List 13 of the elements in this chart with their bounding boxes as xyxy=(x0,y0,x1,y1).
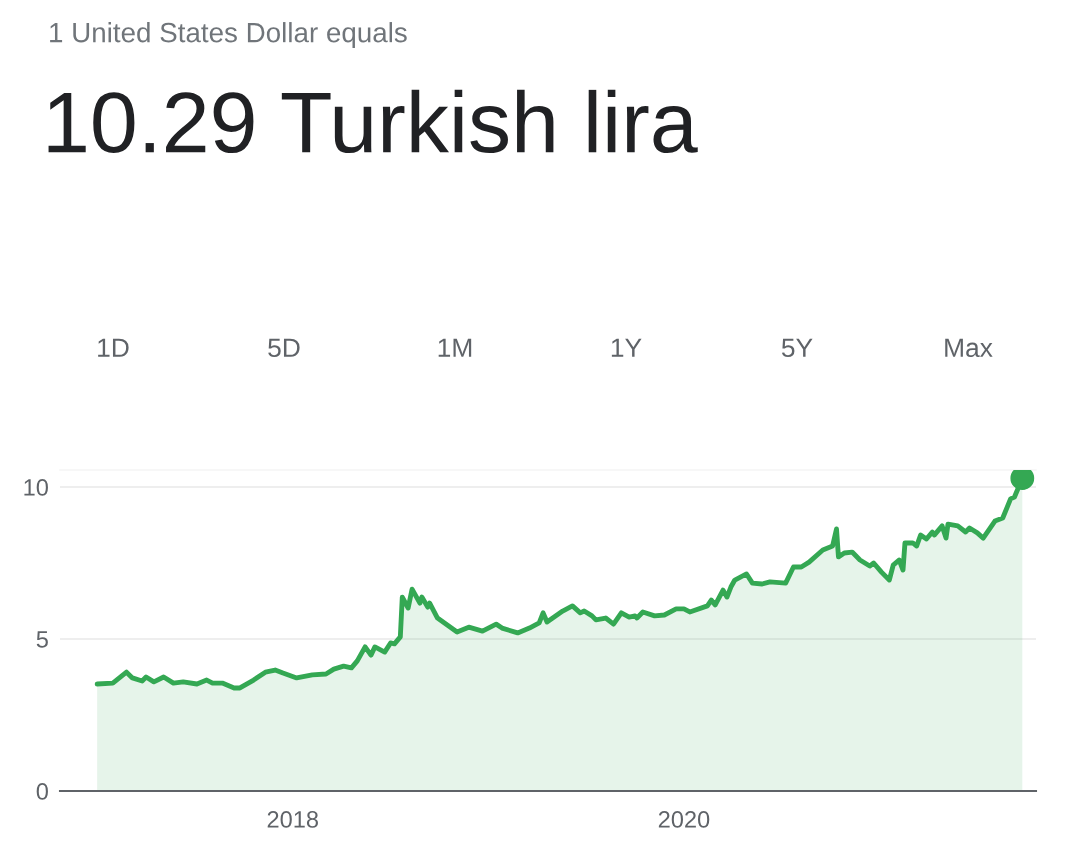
y-tick-label: 10 xyxy=(24,479,48,496)
text: 1D xyxy=(98,338,129,357)
text: 5Y xyxy=(781,338,813,358)
text: 5D xyxy=(268,338,300,358)
chart-title: 10.29 Turkish lira xyxy=(48,89,698,154)
text: Max xyxy=(945,338,993,358)
x-tick-label: 2018 xyxy=(267,811,318,828)
text: 1Y xyxy=(611,338,642,357)
chart-subtitle: 1 United States Dollar equals xyxy=(50,22,407,48)
x-tick-label: 2020 xyxy=(658,811,710,828)
y-tick-label: 5 xyxy=(36,631,48,648)
text: 1M xyxy=(438,338,472,357)
y-tick-label: 0 xyxy=(36,783,48,800)
